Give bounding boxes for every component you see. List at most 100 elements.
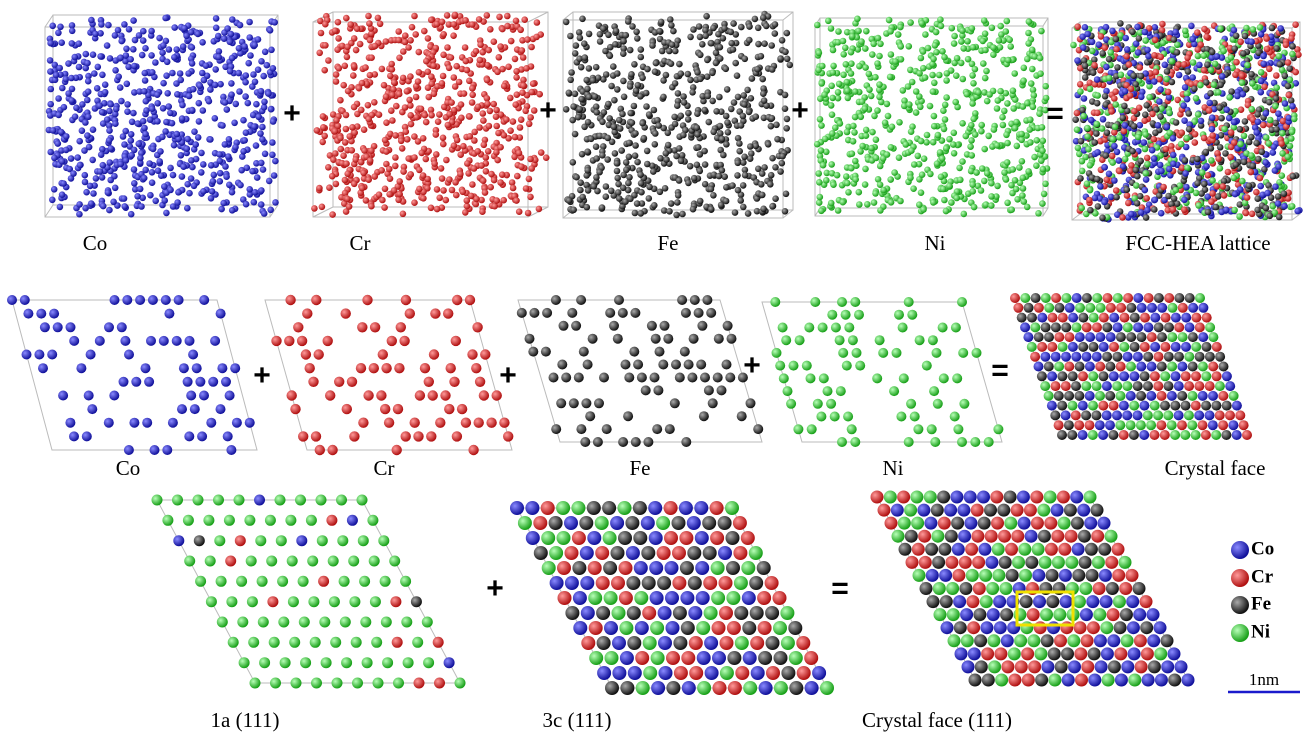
atom [1225, 169, 1232, 176]
atom [72, 54, 79, 61]
atom [551, 295, 561, 305]
atom [1257, 24, 1264, 31]
atom [1057, 371, 1067, 381]
atom [915, 153, 922, 160]
atom [179, 363, 189, 373]
atom [514, 91, 521, 98]
atom [360, 170, 367, 177]
atom [1008, 206, 1015, 213]
atom [214, 535, 225, 546]
atom [451, 74, 458, 81]
atom [828, 25, 835, 32]
atom [469, 181, 476, 188]
atom [1242, 118, 1249, 125]
atom [1174, 352, 1184, 362]
atom [174, 131, 181, 138]
atom [1201, 181, 1208, 188]
atom [332, 27, 339, 34]
atom [755, 41, 762, 48]
atom [497, 43, 504, 50]
atom [1289, 203, 1296, 210]
atom [529, 308, 539, 318]
atom [449, 187, 456, 194]
atom [929, 72, 936, 79]
atom [1040, 166, 1047, 173]
atom [1041, 322, 1051, 332]
atom [660, 321, 670, 331]
atom [931, 113, 938, 120]
atom [696, 360, 706, 370]
atom [316, 495, 327, 506]
atom [1055, 303, 1065, 313]
atom [319, 204, 326, 211]
atom [1095, 391, 1105, 401]
cube-edge [45, 205, 53, 217]
atom [206, 98, 213, 105]
atom [1188, 391, 1198, 401]
atom [588, 561, 602, 575]
atom [183, 515, 194, 526]
atom [749, 546, 763, 560]
atom [1276, 214, 1283, 221]
atom [1277, 61, 1284, 68]
atom [1064, 420, 1074, 430]
atom [395, 197, 402, 204]
atom [247, 596, 258, 607]
atom [48, 86, 55, 93]
atom [51, 155, 58, 162]
atom [372, 43, 379, 50]
atom [343, 15, 350, 22]
atom [721, 25, 728, 32]
atom [718, 516, 732, 530]
atom [819, 63, 826, 70]
atom [908, 147, 915, 154]
atom [1158, 210, 1165, 217]
atom [433, 637, 444, 648]
atom [1126, 391, 1136, 401]
atom [280, 657, 291, 668]
atom [1278, 140, 1285, 147]
atom [1166, 166, 1173, 173]
atom [148, 52, 155, 59]
atom [1082, 63, 1089, 70]
atom [1095, 203, 1102, 210]
atom [673, 606, 687, 620]
atom [844, 323, 854, 333]
atom [267, 27, 274, 34]
atom-layer [7, 11, 1303, 695]
atom [1174, 293, 1184, 303]
atom [1263, 110, 1270, 117]
atom [171, 142, 178, 149]
atom [525, 501, 539, 515]
atom [381, 617, 392, 628]
atom [1005, 57, 1012, 64]
atom [1185, 68, 1192, 75]
atom [1172, 29, 1179, 36]
atom [1242, 33, 1249, 40]
atom [84, 97, 91, 104]
atom [128, 137, 135, 144]
atom [889, 124, 896, 131]
atom [1198, 118, 1205, 125]
atom [943, 94, 950, 101]
atom [297, 336, 307, 346]
atom [1141, 117, 1148, 124]
atom [1095, 362, 1105, 372]
atom [387, 336, 397, 346]
atom [563, 106, 570, 113]
atom [835, 89, 842, 96]
atom [737, 411, 747, 421]
atom [319, 617, 330, 628]
atom [897, 24, 904, 31]
atom [325, 57, 332, 64]
atom [1170, 161, 1177, 168]
cube-edge [783, 12, 793, 20]
atom [1273, 95, 1280, 102]
atom [784, 56, 791, 63]
atom [939, 155, 946, 162]
atom [128, 211, 135, 218]
atom [215, 33, 222, 40]
atom [1115, 420, 1125, 430]
atom [334, 377, 344, 387]
atom [1294, 208, 1301, 215]
